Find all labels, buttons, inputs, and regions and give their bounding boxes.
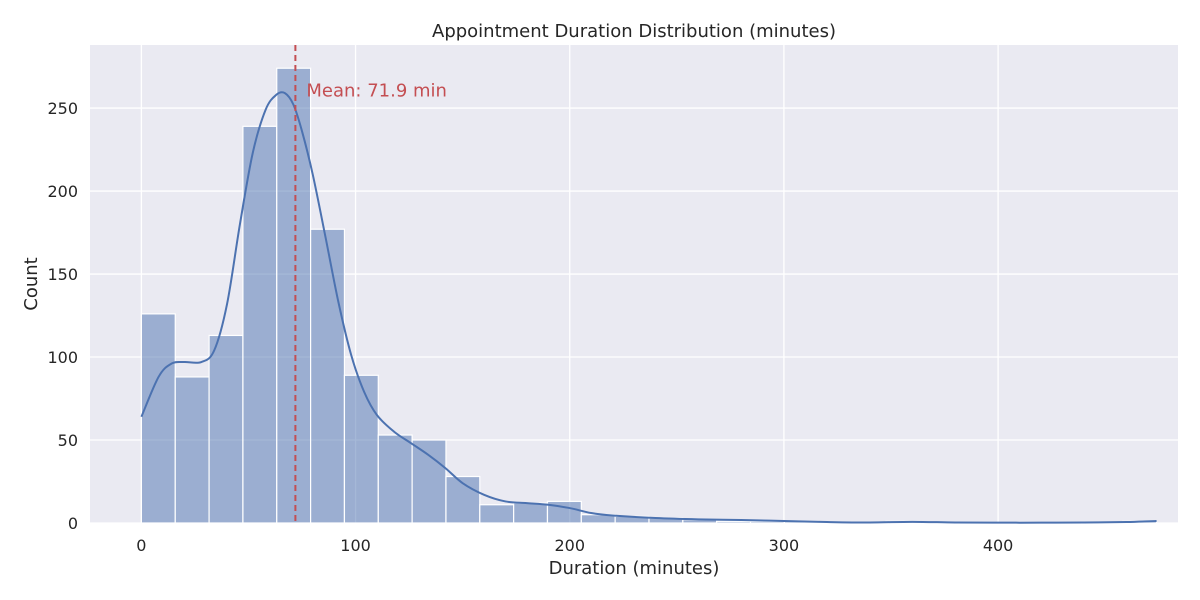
kde-curve xyxy=(140,91,1157,524)
x-tick-label: 400 xyxy=(983,536,1014,555)
histogram-bar xyxy=(343,374,379,524)
histogram-bar xyxy=(546,500,582,524)
y-tick-label: 200 xyxy=(47,182,78,201)
chart-title: Appointment Duration Distribution (minut… xyxy=(432,21,836,42)
histogram-bar xyxy=(479,504,515,524)
histogram-bar xyxy=(276,67,312,524)
histogram-bar xyxy=(140,313,176,524)
x-tick-label: 200 xyxy=(554,536,585,555)
histogram-bar xyxy=(716,520,752,524)
y-axis-title: Count xyxy=(21,257,42,310)
mean-annotation: Mean: 71.9 min xyxy=(306,80,447,101)
y-tick-label: 150 xyxy=(47,265,78,284)
histogram-bar xyxy=(174,376,210,524)
histogram-bar xyxy=(242,125,278,524)
x-tick-label: 300 xyxy=(769,536,800,555)
y-tick-label: 50 xyxy=(58,431,78,450)
y-axis-ticks: 0 50 100 150 200 250 xyxy=(47,99,78,533)
y-tick-label: 0 xyxy=(68,514,78,533)
histogram-bar xyxy=(513,502,549,524)
histogram-bar xyxy=(309,228,346,524)
histogram-bar xyxy=(377,434,413,524)
x-axis-ticks: 0 100 200 300 400 xyxy=(136,536,1013,555)
y-tick-label: 250 xyxy=(47,99,78,118)
histogram-bar xyxy=(411,439,447,524)
x-axis-title: Duration (minutes) xyxy=(549,558,720,579)
x-tick-label: 0 xyxy=(136,536,146,555)
x-tick-label: 100 xyxy=(340,536,371,555)
histogram-bar xyxy=(208,334,244,524)
y-tick-label: 100 xyxy=(47,348,78,367)
